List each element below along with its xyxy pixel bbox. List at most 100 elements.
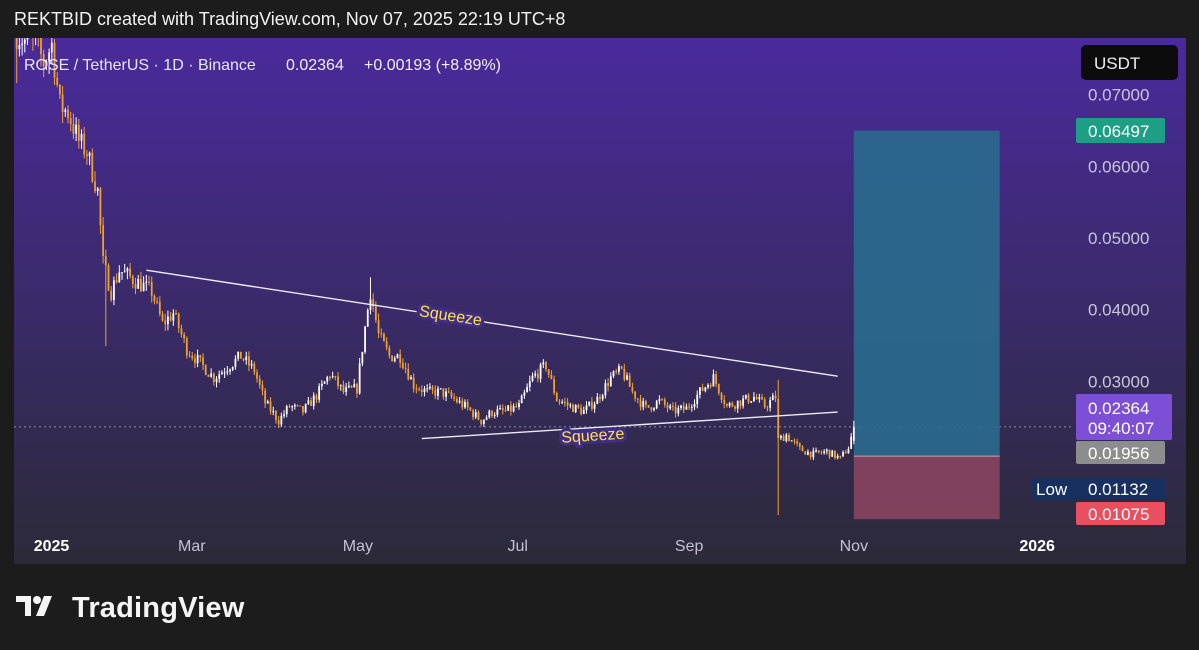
candle-body <box>15 38 18 50</box>
candle-body <box>620 366 623 369</box>
candle-body <box>774 395 777 399</box>
candle-body <box>685 406 688 410</box>
candle-body <box>812 450 815 458</box>
candle-body <box>202 357 204 365</box>
squeeze-trendline[interactable] <box>146 269 838 377</box>
x-tick-label: Mar <box>178 538 206 555</box>
candle-body <box>480 419 483 425</box>
candle-body <box>728 403 731 406</box>
entry-price-label-bg <box>1076 441 1165 464</box>
candle-body <box>817 450 820 453</box>
symbol-label[interactable]: ROSE / TetherUS · 1D · Binance <box>24 57 256 74</box>
candle-body <box>64 109 67 112</box>
candle-body <box>445 391 447 397</box>
candle-body <box>723 399 726 404</box>
candle-body <box>609 376 612 387</box>
candle-body <box>482 419 485 425</box>
candle-body <box>847 448 850 454</box>
candle-body <box>53 42 56 78</box>
candle-body <box>639 399 642 408</box>
candle-body <box>334 376 337 378</box>
candle-body <box>807 451 809 455</box>
candle-body <box>385 341 388 348</box>
tradingview-brand[interactable]: TradingView <box>16 588 245 628</box>
candle-body <box>704 387 707 391</box>
stop-zone[interactable] <box>853 456 1000 520</box>
candle-body <box>134 283 137 289</box>
candle-body <box>153 295 156 302</box>
candle-body <box>488 410 491 418</box>
candle-body <box>229 369 231 372</box>
candle-body <box>509 405 512 412</box>
candle-body <box>72 124 75 134</box>
candle-body <box>177 313 180 329</box>
candle-body <box>563 402 566 404</box>
candle-body <box>653 408 655 410</box>
candle-body <box>180 328 183 335</box>
candle-body <box>758 397 761 400</box>
candle-body <box>771 395 774 401</box>
candle-body <box>239 351 242 359</box>
candle-body <box>104 255 107 266</box>
candle-body <box>852 426 855 441</box>
candle-body <box>18 45 21 50</box>
candle-body <box>520 395 523 404</box>
candle-body <box>499 407 501 410</box>
candle-body <box>80 133 83 141</box>
candle-body <box>607 383 610 387</box>
candle-body <box>353 384 356 388</box>
candle-body <box>472 410 474 418</box>
squeeze-trendline[interactable] <box>421 411 838 440</box>
target-zone[interactable] <box>853 130 1000 457</box>
candle-body <box>674 406 677 414</box>
candle-body <box>790 440 793 442</box>
target-price-label-bg <box>1076 118 1165 143</box>
candle-body <box>753 396 755 402</box>
candle-body <box>188 355 191 357</box>
candle-body <box>145 281 148 284</box>
candle-body <box>569 404 572 406</box>
x-tick-label: May <box>343 538 373 555</box>
candle-body <box>820 452 823 454</box>
candle-body <box>464 402 466 408</box>
candle-body <box>347 385 350 388</box>
candle-body <box>693 403 696 407</box>
candle-body <box>199 355 202 358</box>
candle-body <box>601 395 604 400</box>
candle-body <box>466 402 469 408</box>
candle-body <box>231 366 234 370</box>
x-tick-label: Nov <box>840 538 868 555</box>
candle-body <box>599 396 601 400</box>
candle-body <box>401 362 404 368</box>
candle-body <box>158 301 161 314</box>
y-tick-label: 0.04000 <box>1088 301 1149 320</box>
candle-body <box>226 371 229 373</box>
candle-body <box>245 356 248 361</box>
candle-body <box>750 401 753 403</box>
candle-body <box>296 405 299 407</box>
candle-body <box>642 401 645 408</box>
candle-body <box>518 403 520 407</box>
candle-body <box>291 406 294 408</box>
candle-body <box>315 395 318 400</box>
candle-body <box>593 404 596 409</box>
candle-body <box>23 39 26 44</box>
currency-button[interactable]: USDT <box>1081 45 1178 80</box>
candle-body <box>272 411 275 413</box>
candle-body <box>423 388 426 392</box>
candle-body <box>261 384 264 391</box>
candle-body <box>266 401 269 404</box>
candle-body <box>618 366 620 372</box>
candle-body <box>48 52 51 62</box>
y-tick-label: 0.06000 <box>1088 157 1149 176</box>
candle-body <box>126 268 129 272</box>
candle-body <box>248 356 250 366</box>
candle-body <box>707 384 709 388</box>
candle-body <box>493 414 496 416</box>
candle-body <box>717 384 720 394</box>
candle-body <box>323 381 326 384</box>
candle-body <box>118 272 121 282</box>
candle-body <box>736 400 739 409</box>
candle-body <box>329 377 331 379</box>
